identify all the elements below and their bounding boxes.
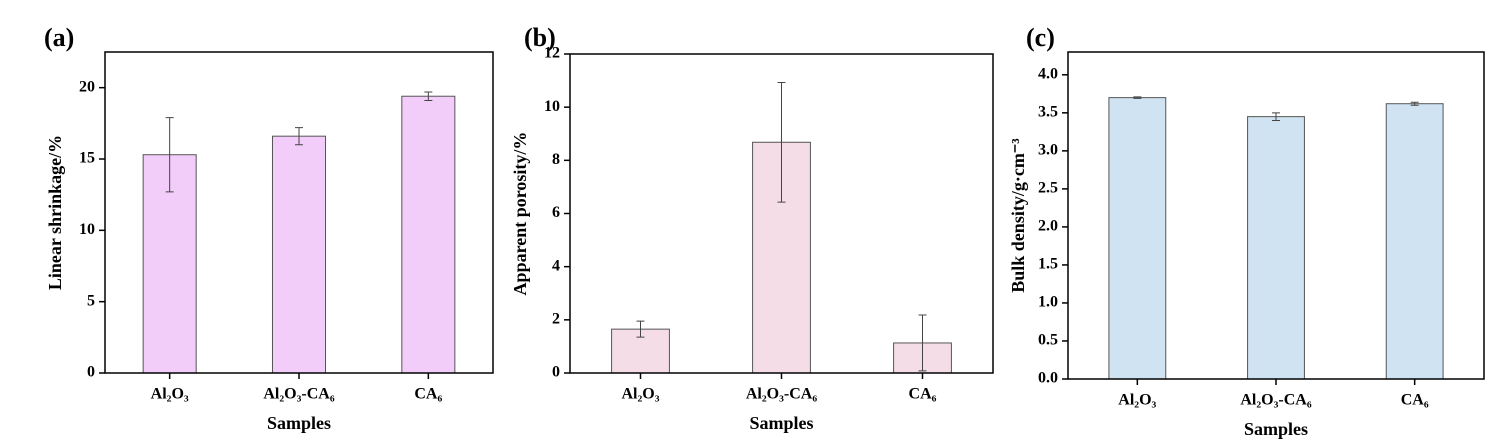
y-tick-label: 20	[79, 78, 95, 95]
x-tick-label: Al₂O₃	[1118, 392, 1156, 409]
y-tick-label: 2	[552, 311, 560, 328]
y-tick-label: 10	[79, 221, 95, 238]
panel-label: (a)	[44, 23, 74, 52]
y-tick-label: 1.0	[1038, 294, 1058, 311]
error-bar	[1133, 96, 1142, 99]
y-tick-label: 0.5	[1038, 332, 1058, 349]
x-axis-title: Samples	[749, 413, 813, 433]
x-tick-label: Al₂O₃-CA₆	[1240, 392, 1311, 409]
y-tick-label: 15	[79, 150, 95, 167]
x-tick-label: Al₂O₃-CA₆	[746, 386, 817, 403]
plot-frame	[104, 51, 494, 374]
x-tick-label: Al₂O₃	[621, 386, 659, 403]
x-axis-title: Samples	[1244, 419, 1308, 439]
plot-frame	[569, 53, 994, 374]
y-tick-label: 4	[552, 257, 560, 274]
y-tick-label: 4.0	[1038, 65, 1058, 82]
error-bar	[918, 314, 927, 372]
y-tick-label: 0	[87, 364, 95, 381]
bar	[271, 135, 327, 374]
bar	[401, 95, 456, 374]
x-tick-label: CA₆	[909, 386, 937, 403]
x-tick-label: Al₂O₃-CA₆	[263, 386, 334, 403]
y-tick-label: 8	[552, 151, 560, 168]
bar	[1385, 103, 1444, 380]
y-tick-label: 12	[544, 45, 560, 62]
plot-frame	[1067, 51, 1485, 380]
y-tick-label: 10	[544, 98, 560, 115]
bar	[1247, 116, 1305, 380]
y-tick-label: 2.0	[1038, 218, 1058, 235]
y-tick-label: 0	[552, 364, 560, 381]
x-tick-label: CA₆	[1401, 392, 1429, 409]
y-axis-title: Bulk density/g·cm⁻³	[1008, 138, 1028, 293]
panel-label: (b)	[524, 23, 556, 52]
error-bar	[1272, 112, 1280, 121]
error-bar	[1410, 101, 1419, 106]
y-tick-label: 2.5	[1038, 180, 1058, 197]
y-tick-label: 6	[552, 204, 560, 221]
bar	[1108, 97, 1167, 380]
y-tick-label: 3.0	[1038, 142, 1058, 159]
y-axis-title: Linear shrinkage/%	[45, 135, 65, 290]
x-tick-label: Al₂O₃	[151, 386, 189, 403]
y-axis-title: Apparent porosity/%	[510, 132, 530, 296]
error-bar	[424, 91, 433, 102]
y-tick-label: 3.5	[1038, 104, 1058, 121]
error-bar	[295, 127, 303, 146]
y-tick-label: 0.0	[1038, 370, 1058, 387]
error-bar	[777, 81, 786, 203]
y-tick-label: 1.5	[1038, 256, 1058, 273]
x-axis-title: Samples	[267, 413, 331, 433]
panel-label: (c)	[1026, 23, 1055, 52]
x-tick-label: CA₆	[414, 386, 442, 403]
error-bar	[636, 320, 645, 338]
error-bar	[165, 117, 174, 193]
y-tick-label: 5	[87, 292, 95, 309]
